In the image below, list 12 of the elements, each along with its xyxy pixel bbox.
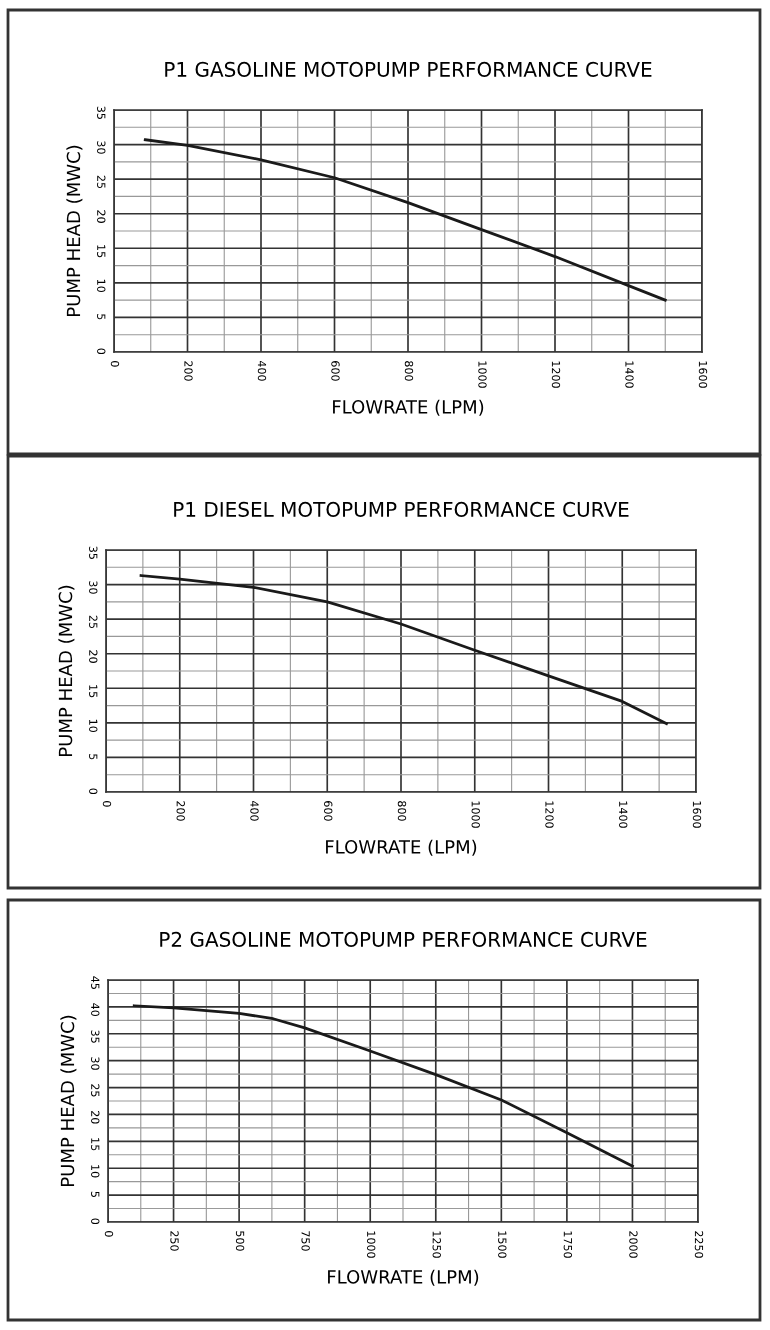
chart-title: P2 GASOLINE MOTOPUMP PERFORMANCE CURVE	[160, 931, 647, 947]
x-axis-title: FLOWRATE (LPM)	[328, 1269, 479, 1286]
x-axis-title: FLOWRATE (LPM)	[326, 839, 477, 856]
line-series	[143, 138, 667, 302]
line-series	[132, 1004, 634, 1168]
y-axis-title: PUMP HEAD (MWC)	[66, 145, 83, 316]
x-axis-title: FLOWRATE (LPM)	[333, 399, 484, 416]
line-series	[139, 574, 668, 725]
y-axis-title: PUMP HEAD (MWC)	[58, 585, 75, 756]
chart-title: P1 DIESEL MOTOPUMP PERFORMANCE CURVE	[174, 501, 629, 517]
y-axis-title: PUMP HEAD (MWC)	[60, 1015, 77, 1186]
chart-title: P1 GASOLINE MOTOPUMP PERFORMANCE CURVE	[165, 61, 652, 77]
